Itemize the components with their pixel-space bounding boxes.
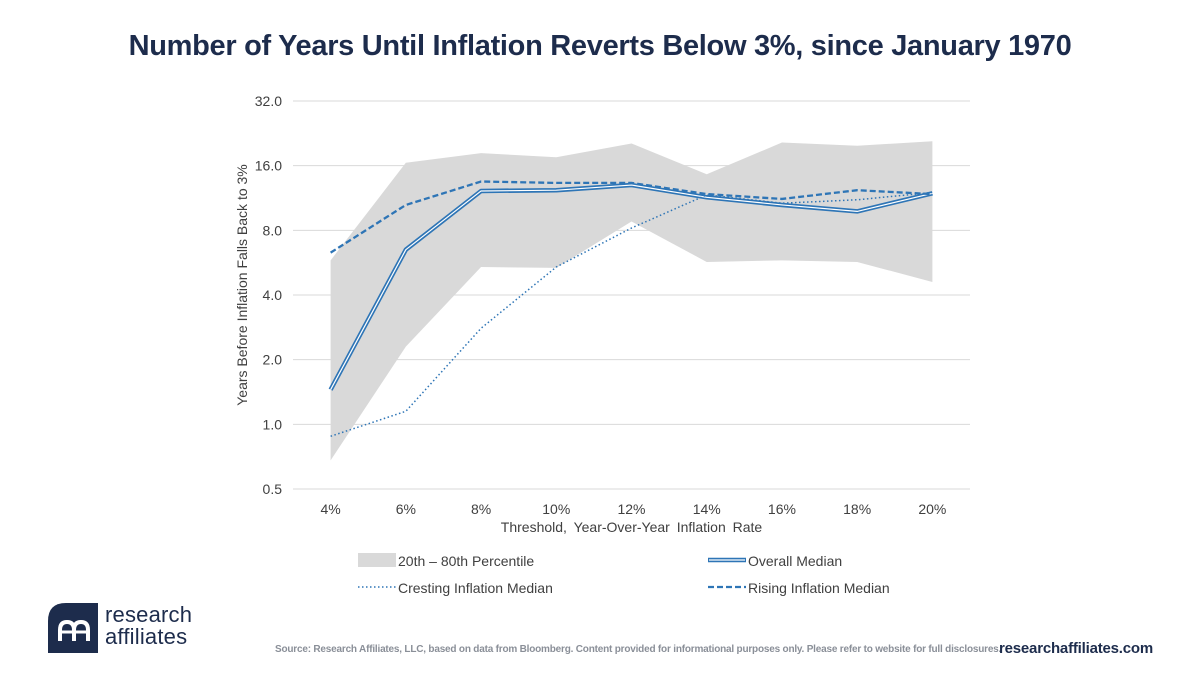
legend-label-band: 20th – 80th Percentile bbox=[398, 553, 534, 569]
x-tick-label: 14% bbox=[693, 501, 721, 517]
logo-mark-icon bbox=[48, 603, 98, 653]
x-tick-label: 20% bbox=[918, 501, 946, 517]
x-tick-label: 18% bbox=[843, 501, 871, 517]
x-tick-label: 10% bbox=[542, 501, 570, 517]
x-tick-label: 6% bbox=[396, 501, 416, 517]
x-tick-label: 8% bbox=[471, 501, 491, 517]
website-link[interactable]: researchaffiliates.com bbox=[998, 640, 1153, 657]
y-tick-label: 1.0 bbox=[263, 416, 283, 432]
x-tick-label: 16% bbox=[768, 501, 796, 517]
chart-title: Number of Years Until Inflation Reverts … bbox=[128, 30, 1072, 62]
overall-median-line-inner bbox=[330, 184, 933, 390]
legend-swatch-band bbox=[358, 553, 396, 567]
source-note: Source: Research Affiliates, LLC, based … bbox=[275, 644, 1002, 655]
logo-line-research: research bbox=[105, 602, 193, 627]
x-axis-label: Threshold, Year-Over-Year Inflation Rate bbox=[501, 519, 763, 535]
research-affiliates-logo[interactable]: research affiliates bbox=[48, 603, 238, 655]
rising-inflation-median-line bbox=[329, 180, 933, 254]
legend-label-overall: Overall Median bbox=[748, 553, 842, 569]
legend-label-cresting: Cresting Inflation Median bbox=[398, 580, 553, 596]
y-tick-label: 32.0 bbox=[255, 93, 282, 109]
y-tick-label: 0.5 bbox=[263, 481, 283, 497]
x-tick-label: 4% bbox=[320, 501, 340, 517]
legend-label-rising: Rising Inflation Median bbox=[748, 580, 890, 596]
y-tick-label: 2.0 bbox=[263, 352, 283, 368]
y-tick-label: 4.0 bbox=[263, 287, 283, 303]
logo-wordmark: research affiliates bbox=[105, 604, 192, 648]
y-tick-label: 16.0 bbox=[255, 158, 282, 174]
percentile-band bbox=[330, 141, 933, 461]
y-axis-label: Years Before Inflation Falls Back to 3% bbox=[234, 164, 250, 406]
y-tick-label: 8.0 bbox=[263, 222, 283, 238]
logo-line-affiliates: affiliates bbox=[105, 624, 188, 649]
x-tick-label: 12% bbox=[617, 501, 645, 517]
cresting-inflation-median-line bbox=[330, 191, 933, 437]
